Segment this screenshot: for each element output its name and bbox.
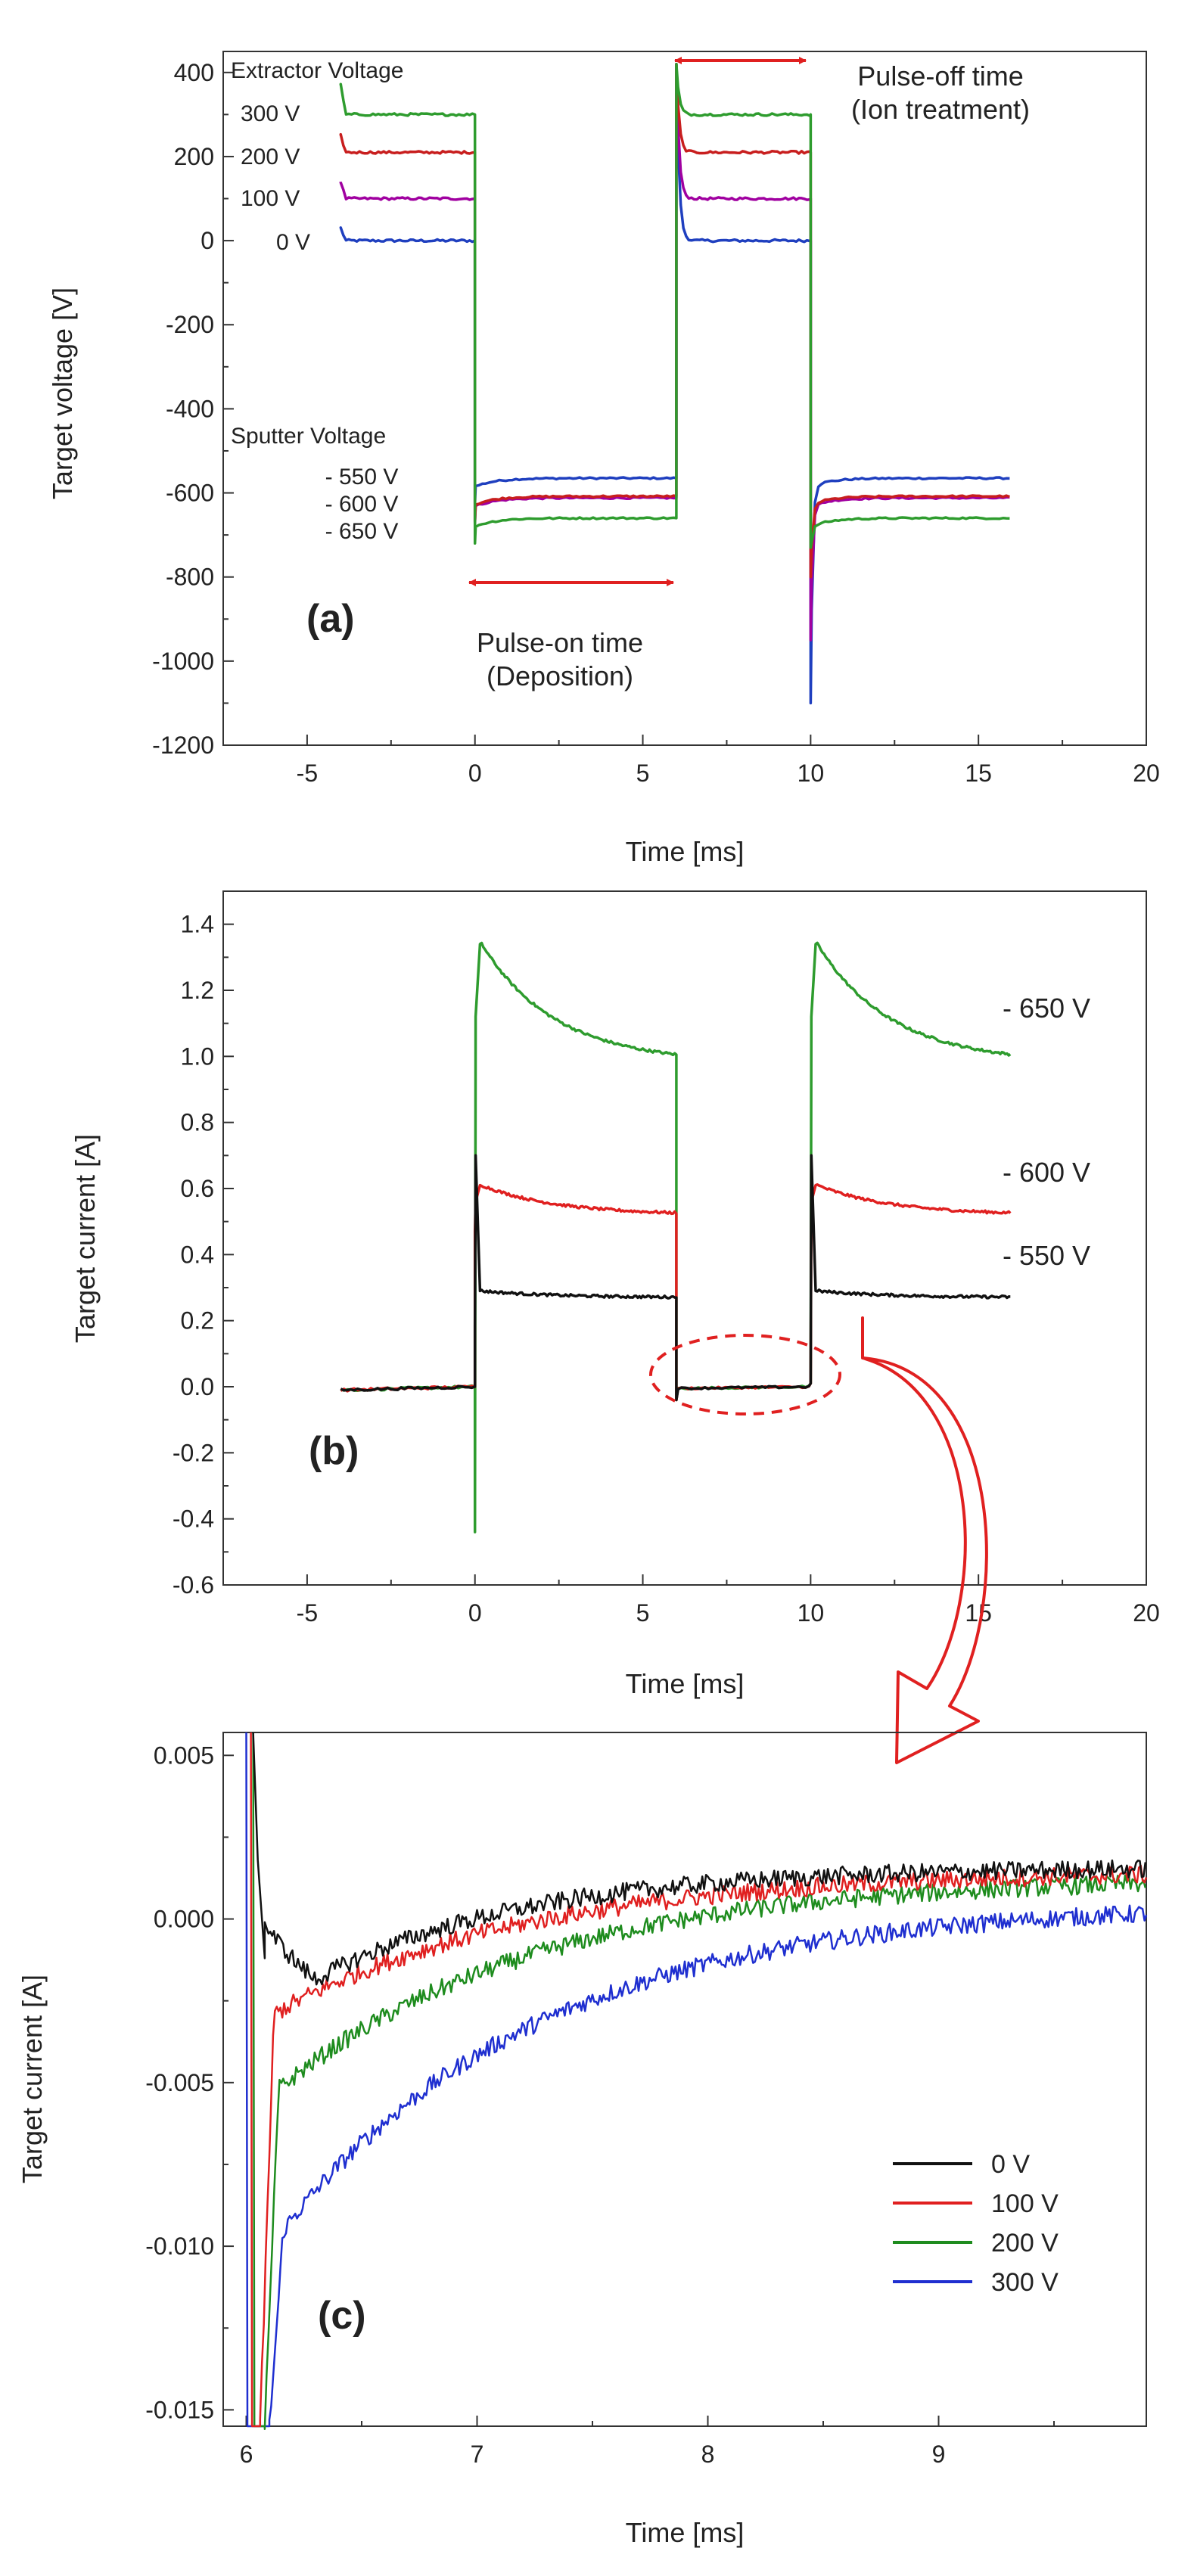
sputter-label-650v: - 650 V xyxy=(325,519,399,544)
x-tick-label: 6 xyxy=(240,2441,253,2468)
panel-b-label-600v: - 600 V xyxy=(1003,1157,1090,1188)
panel-a-label: (a) xyxy=(306,597,355,641)
legend-label-0v: 0 V xyxy=(991,2150,1030,2179)
y-tick-label: 0.2 xyxy=(181,1307,214,1335)
y-tick-label: -0.005 xyxy=(145,2069,214,2096)
panel-c-ticks: 6 7 8 9 0.005 0.000 -0.005 -0.010 -0.015 xyxy=(145,1742,1055,2468)
panel-a-y-axis-title: Target voltage [V] xyxy=(47,287,78,499)
y-tick-label: 0.0 xyxy=(181,1373,214,1400)
x-tick-label: 8 xyxy=(701,2441,715,2468)
x-tick-label: 0 xyxy=(468,760,482,787)
sputter-label-600v: - 600 V xyxy=(325,492,399,517)
y-tick-label: -400 xyxy=(166,395,214,422)
extractor-voltage-title: Extractor Voltage xyxy=(231,58,403,83)
x-tick-label: 9 xyxy=(932,2441,946,2468)
panel-c-zoomed-current: 6 7 8 9 0.005 0.000 -0.005 -0.010 -0.015 Time [m… xyxy=(17,1732,1148,2548)
panel-c-x-axis-title: Time [ms] xyxy=(626,2517,745,2548)
x-tick-label: 10 xyxy=(797,1599,825,1627)
y-tick-label: -1000 xyxy=(152,648,214,675)
extractor-label-100v: 100 V xyxy=(241,186,300,211)
x-tick-label: 20 xyxy=(1133,1599,1160,1627)
y-tick-label: 1.2 xyxy=(181,977,214,1004)
y-tick-label: -800 xyxy=(166,564,214,591)
panel-b-y-axis-title: Target current [A] xyxy=(70,1134,101,1343)
y-tick-label: 200 xyxy=(174,143,214,170)
zoom-callout-arrow xyxy=(861,1316,988,1764)
x-tick-label: 5 xyxy=(636,760,650,787)
panel-b-plot-frame xyxy=(222,890,1147,1586)
panel-a-ticks: -5 0 5 10 15 20 400 200 0 -200 -400 -600 -800 -1000 -1… xyxy=(152,59,1160,787)
panel-a-target-voltage: -5 0 5 10 15 20 400 200 0 -200 -400 -600 -800 -1000 -1… xyxy=(47,51,1160,867)
panel-c-label: (c) xyxy=(318,2294,366,2338)
y-tick-label: -0.4 xyxy=(173,1506,214,1533)
extractor-label-300v: 300 V xyxy=(241,101,300,126)
x-tick-label: 0 xyxy=(468,1599,482,1627)
zoom-trace-3 xyxy=(245,1732,1148,2428)
panel-a-series xyxy=(339,62,1010,705)
y-tick-label: -0.010 xyxy=(145,2233,214,2260)
y-tick-label: -0.6 xyxy=(173,1571,214,1599)
x-tick-label: 15 xyxy=(965,1599,992,1627)
zoom-trace-2 xyxy=(252,1732,1147,2430)
sputter-label-550v: - 550 V xyxy=(325,465,399,489)
y-tick-label: -1200 xyxy=(152,732,214,759)
zoom-trace-1 xyxy=(250,1732,1148,2428)
panel-a-plot-frame xyxy=(222,51,1147,746)
x-tick-label: 10 xyxy=(797,760,825,787)
panel-c-legend: 0 V 100 V 200 V 300 V xyxy=(893,2150,1059,2297)
panel-c-series xyxy=(245,1732,1148,2430)
y-tick-label: -200 xyxy=(166,311,214,338)
x-tick-label: 15 xyxy=(965,760,992,787)
legend-label-200v: 200 V xyxy=(991,2229,1059,2257)
y-tick-label: 1.0 xyxy=(181,1043,214,1070)
y-tick-label: 0.8 xyxy=(181,1109,214,1136)
y-tick-label: 0.6 xyxy=(181,1175,214,1202)
panel-c-plot-frame xyxy=(222,1732,1147,2427)
panel-b-label-550v: - 550 V xyxy=(1003,1240,1090,1271)
x-tick-label: -5 xyxy=(297,760,318,787)
legend-label-100v: 100 V xyxy=(991,2189,1059,2218)
zoom-trace-0 xyxy=(252,1732,1147,1986)
x-tick-label: -5 xyxy=(297,1599,318,1627)
y-tick-label: -0.2 xyxy=(173,1439,214,1466)
y-tick-label: 0 xyxy=(201,227,214,254)
panel-b-x-axis-title: Time [ms] xyxy=(626,1668,745,1699)
current-trace-0 xyxy=(340,941,1012,1533)
legend-label-300v: 300 V xyxy=(991,2268,1059,2297)
y-tick-label: 0.005 xyxy=(154,1742,214,1769)
current-trace-2 xyxy=(340,1154,1011,1402)
x-tick-label: 20 xyxy=(1133,760,1160,787)
panel-c-y-axis-title: Target current [A] xyxy=(17,1975,48,2183)
y-tick-label: 0.4 xyxy=(181,1241,214,1268)
panel-b-label-650v: - 650 V xyxy=(1003,993,1090,1024)
pulse-on-sublabel: (Deposition) xyxy=(487,660,633,691)
panel-b-target-current: -5 0 5 10 15 20 1.4 1.2 1.0 0.8 0.6 0.4 0.2 0.0 -0.2 -0… xyxy=(70,890,1160,1764)
y-tick-label: -600 xyxy=(166,480,214,507)
sputter-voltage-title: Sputter Voltage xyxy=(231,424,386,449)
x-tick-label: 7 xyxy=(471,2441,484,2468)
y-tick-label: -0.015 xyxy=(145,2396,214,2423)
pulse-off-label: Pulse-off time xyxy=(857,61,1023,92)
extractor-label-200v: 200 V xyxy=(241,144,300,169)
pulse-on-label: Pulse-on time xyxy=(477,627,643,658)
voltage-trace-3 xyxy=(339,62,1010,549)
zoom-region-ellipse xyxy=(649,1334,841,1415)
y-tick-label: 0.000 xyxy=(154,1906,214,1933)
current-trace-1 xyxy=(340,1182,1012,1402)
panel-a-x-axis-title: Time [ms] xyxy=(626,836,745,867)
x-tick-label: 5 xyxy=(636,1599,650,1627)
panel-b-ticks: -5 0 5 10 15 20 1.4 1.2 1.0 0.8 0.6 0.4 0.2 0.0 -0.2 -0… xyxy=(173,911,1160,1627)
panel-b-label: (b) xyxy=(309,1429,359,1473)
extractor-label-0v: 0 V xyxy=(276,230,310,255)
panel-b-series xyxy=(340,941,1012,1533)
y-tick-label: 1.4 xyxy=(181,911,214,938)
y-tick-label: 400 xyxy=(174,59,214,86)
pulse-off-sublabel: (Ion treatment) xyxy=(851,94,1030,125)
